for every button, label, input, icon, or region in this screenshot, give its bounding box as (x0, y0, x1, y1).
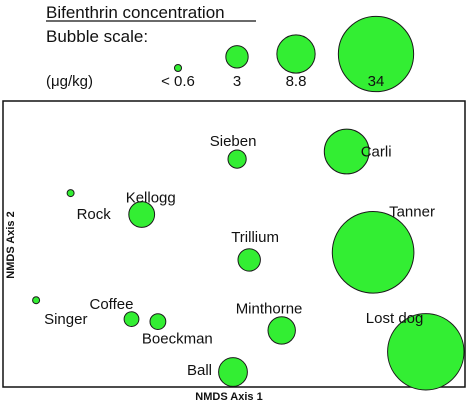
site-label-sieben: Sieben (210, 133, 257, 150)
legend-bubble-34 (337, 15, 415, 93)
site-label-carli: Carli (361, 144, 392, 161)
bubble-trillium (237, 248, 261, 272)
site-label-rock: Rock (77, 206, 112, 223)
legend-bubble-8-8 (276, 34, 316, 74)
site-label-singer: Singer (44, 311, 87, 328)
bubble-points: Sieben Carli Rock Kellogg Trillium Tanner Sing… (32, 128, 465, 391)
site-label-tanner: Tanner (389, 203, 435, 220)
legend-label-8-8: 8.8 (286, 73, 307, 90)
site-label-lost-dog: Lost dog (366, 310, 424, 327)
legend-label-3: 3 (233, 73, 241, 90)
legend-caption: Bubble scale: (46, 27, 148, 46)
bubble-boeckman (149, 313, 167, 331)
site-label-kellogg: Kellogg (126, 190, 176, 207)
x-axis-label: NMDS Axis 1 (195, 391, 262, 403)
plot-frame (2, 100, 466, 388)
bubble-kellogg (128, 201, 156, 228)
legend-label-0-6: < 0.6 (161, 73, 195, 90)
bubble-legend: < 0.6 3 8.8 34 (161, 15, 415, 93)
legend-bubble-0-6 (173, 63, 183, 73)
site-label-boeckman: Boeckman (142, 331, 213, 348)
legend-bubble-3 (225, 45, 249, 69)
bubble-tanner (331, 211, 415, 294)
bubble-coffee (123, 311, 140, 328)
bubble-singer (32, 296, 41, 305)
bubble-minthorne (267, 316, 296, 345)
site-label-trillium: Trillium (231, 229, 279, 246)
bubble-sieben (227, 149, 247, 169)
bubble-ball (218, 357, 248, 387)
site-label-ball: Ball (187, 362, 212, 379)
legend-label-34: 34 (368, 73, 385, 90)
legend-unit: (μg/kg) (46, 73, 93, 90)
y-axis-label: NMDS Axis 2 (5, 211, 17, 278)
site-label-minthorne: Minthorne (236, 300, 303, 317)
bubble-lost-dog (387, 313, 465, 391)
site-label-coffee: Coffee (90, 296, 134, 313)
chart-title: Bifenthrin concentration (46, 3, 225, 22)
bubble-rock (66, 189, 75, 198)
bubble-carli (323, 128, 370, 175)
